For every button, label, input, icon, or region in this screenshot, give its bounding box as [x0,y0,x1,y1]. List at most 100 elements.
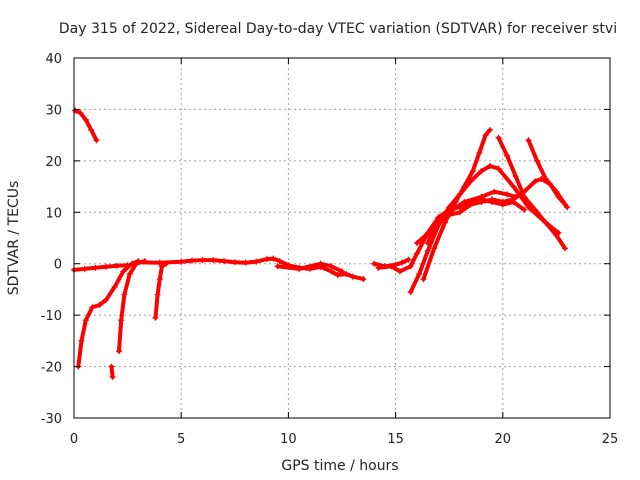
data-point [561,245,568,252]
data-point [486,127,493,133]
data-point [120,268,127,275]
x-tick-label: 15 [387,432,404,447]
series-arc-7 [135,255,367,283]
y-tick-label: 20 [45,155,62,170]
data-point [178,258,185,265]
data-point [399,259,406,266]
data-point [263,256,270,263]
data-point [504,152,511,159]
data-point [491,188,498,195]
data-point [441,219,448,226]
data-point [188,257,195,264]
data-point [343,271,350,277]
data-point [478,193,485,200]
data-point [452,199,459,205]
data-point [416,271,423,277]
data-point [118,317,125,324]
series-arc-6 [108,363,116,380]
data-point [111,283,118,290]
data-point [334,272,341,279]
data-point [88,127,95,133]
data-point [135,259,142,266]
series-line [153,261,169,320]
x-tick-label: 25 [602,432,619,447]
data-point [126,271,133,277]
data-point [270,255,277,262]
data-point [495,134,502,141]
series-arc-1 [72,107,100,144]
data-point [328,268,335,275]
data-point [152,314,159,321]
data-point [495,165,502,172]
data-point [435,214,442,221]
data-point [542,219,549,226]
series-arc-16 [525,137,571,211]
series-layer [71,107,571,380]
data-point [405,256,412,263]
data-point [476,150,483,157]
data-point [407,263,414,270]
x-axis-label: GPS time / hours [281,458,398,474]
series-line [496,135,567,251]
data-point [542,175,549,182]
data-point [317,260,324,267]
data-point [525,137,532,144]
data-point [156,276,163,283]
data-point [512,173,519,180]
y-tick-label: 40 [45,52,62,67]
data-point [482,132,489,139]
data-point [407,289,414,295]
data-point [81,265,88,272]
data-point [456,209,463,216]
data-point [78,337,85,344]
data-point [424,240,431,247]
ticks: 0 5 10 15 20 25 -30 -20 -10 0 10 20 30 40 [41,52,619,447]
data-point [274,263,281,270]
y-tick-label: 30 [45,103,62,118]
data-point [489,196,496,203]
data-point [113,262,120,269]
series-line [76,259,141,369]
x-tick-label: 10 [280,432,297,447]
data-point [469,168,476,175]
data-point [231,259,238,266]
x-tick-label: 20 [495,432,512,447]
data-point [296,265,303,272]
data-point [253,258,260,265]
y-tick-label: 10 [45,206,62,221]
data-point [388,263,395,270]
data-point [521,206,528,213]
data-point [276,258,283,265]
data-point [360,276,367,283]
data-point [510,196,517,203]
data-point [221,258,228,265]
data-point [77,110,84,117]
data-point [531,206,538,213]
data-point [531,178,538,185]
data-point [92,264,99,271]
data-point [103,263,110,270]
data-point [82,317,89,324]
y-tick-label: -30 [41,412,62,427]
series-arc-8 [274,260,345,275]
data-point [339,268,345,275]
y-tick-label: -10 [41,309,62,324]
data-point [414,240,421,247]
data-point [510,183,517,190]
data-point [420,276,427,283]
data-point [461,183,468,190]
data-point [199,257,206,264]
data-point [82,116,89,123]
series-line [73,108,99,143]
data-point [431,245,438,252]
data-point [553,232,560,239]
data-point [486,163,493,169]
data-point [328,263,335,270]
data-point [521,193,528,200]
data-point [103,296,110,303]
data-point [534,157,541,164]
chart-title: Day 315 of 2022, Sidereal Day-to-day VTE… [59,21,617,37]
data-point [564,204,571,211]
data-point [371,260,378,267]
data-point [108,363,115,370]
